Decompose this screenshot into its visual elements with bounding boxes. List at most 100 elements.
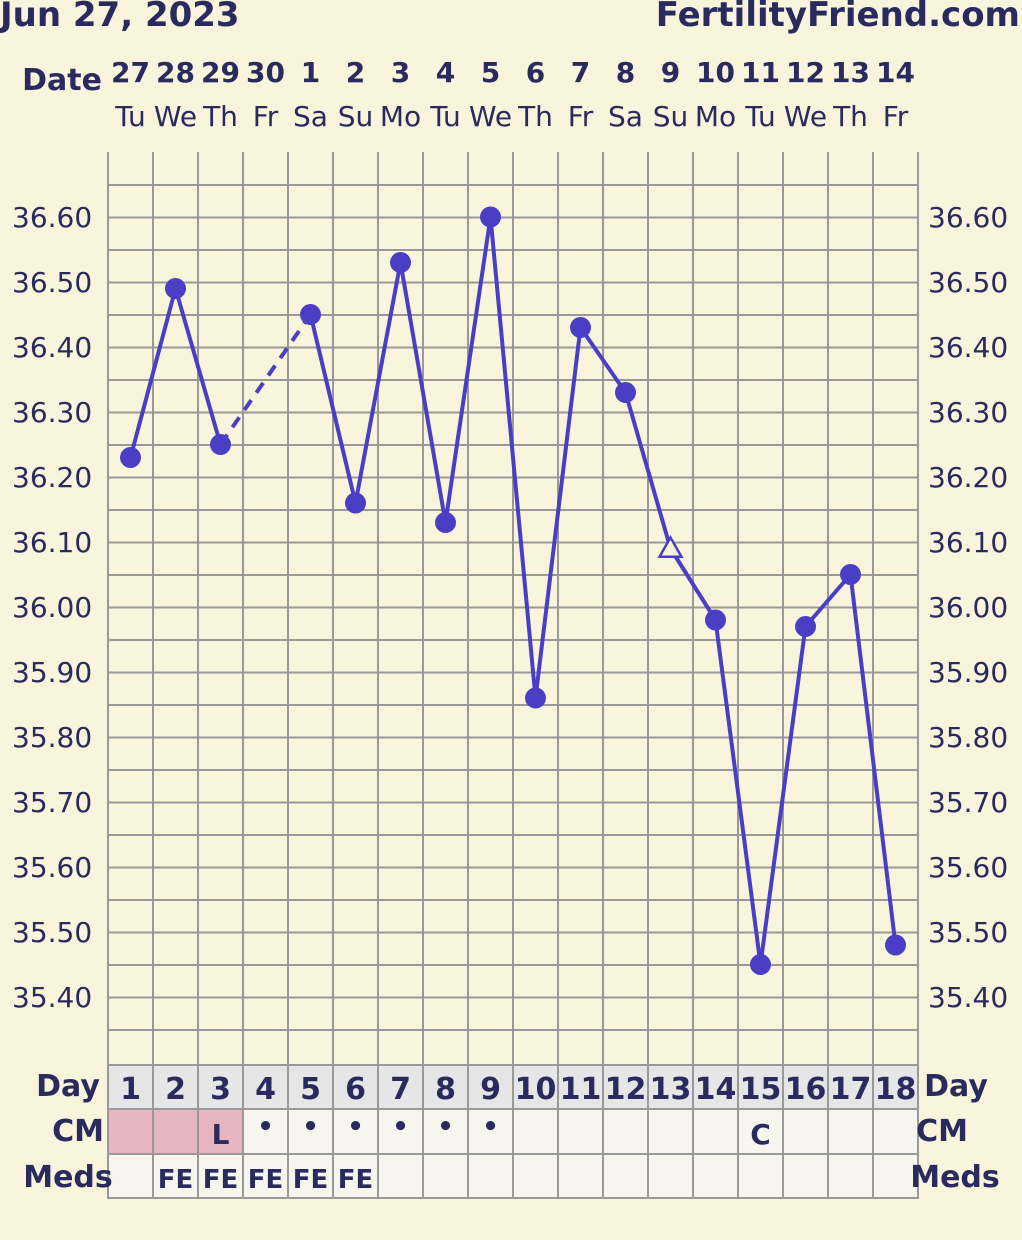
- series-segment: [758, 626, 808, 965]
- cycle-day-label: 2: [165, 1072, 186, 1107]
- cm-value: •: [257, 1112, 274, 1142]
- y-tick-label-right: 36.30: [928, 396, 1008, 429]
- y-tick-label-right: 36.40: [928, 331, 1008, 364]
- cm-row-label-left: CM: [52, 1114, 104, 1149]
- y-tick-label-right: 36.10: [928, 526, 1008, 559]
- data-point: [390, 252, 411, 273]
- meds-value: FE: [293, 1165, 329, 1195]
- cm-cell: [782, 1108, 829, 1155]
- y-tick-label-right: 36.00: [928, 591, 1008, 624]
- weekday-label: Th: [517, 100, 553, 133]
- meds-cell: [557, 1153, 604, 1199]
- weekday-label: Fr: [568, 100, 594, 133]
- cycle-day-label: 12: [605, 1072, 647, 1107]
- cycle-day-label: 5: [300, 1072, 321, 1107]
- date-label: 11: [741, 56, 780, 89]
- data-point: [210, 434, 231, 455]
- weekday-label: Su: [653, 100, 689, 133]
- series-segment: [443, 216, 493, 523]
- date-label: 7: [571, 56, 590, 89]
- cm-value: •: [347, 1112, 364, 1142]
- series-segment: [713, 619, 763, 965]
- chart-date: Jun 27, 2023: [0, 0, 240, 35]
- day-cell: [152, 1064, 199, 1110]
- y-tick-label-left: 36.30: [12, 396, 92, 429]
- meds-value: FE: [158, 1165, 194, 1195]
- cm-cell: [152, 1108, 199, 1155]
- cm-value: •: [437, 1112, 454, 1142]
- series-segment: [218, 313, 313, 446]
- cycle-day-label: 4: [255, 1072, 276, 1107]
- date-row-label: Date: [22, 63, 102, 98]
- meds-cell: [512, 1153, 559, 1199]
- series-segment: [173, 287, 223, 446]
- data-point: [435, 512, 456, 533]
- weekday-label: Tu: [744, 100, 776, 133]
- y-tick-label-left: 35.50: [12, 916, 92, 949]
- cycle-day-label: 15: [740, 1072, 782, 1107]
- cycle-day-label: 9: [480, 1072, 501, 1107]
- weekday-label: We: [784, 100, 827, 133]
- weekday-label: Su: [338, 100, 374, 133]
- weekday-label: Mo: [695, 100, 736, 133]
- date-label: 13: [831, 56, 870, 89]
- y-tick-label-right: 35.90: [928, 656, 1008, 689]
- day-cell: [512, 1064, 559, 1110]
- meds-value: FE: [203, 1165, 239, 1195]
- cycle-day-label: 6: [345, 1072, 366, 1107]
- date-label: 27: [111, 56, 150, 89]
- date-label: 29: [201, 56, 240, 89]
- meds-cell: [647, 1153, 694, 1199]
- cm-value: •: [302, 1112, 319, 1142]
- date-label: 6: [526, 56, 545, 89]
- series-segment: [668, 547, 718, 622]
- date-label: 12: [786, 56, 825, 89]
- weekday-label: Tu: [429, 100, 461, 133]
- cm-row-label-right: CM: [916, 1114, 968, 1149]
- cycle-day-label: 14: [695, 1072, 737, 1107]
- cycle-day-label: 3: [210, 1072, 231, 1107]
- weekday-label: Sa: [608, 100, 643, 133]
- series-segment: [398, 262, 448, 523]
- weekday-label: Fr: [253, 100, 279, 133]
- data-point: [705, 609, 726, 631]
- meds-cell: [377, 1153, 424, 1199]
- meds-cell: [197, 1153, 244, 1199]
- meds-cell: [872, 1153, 919, 1199]
- date-label: 2: [346, 56, 365, 89]
- data-point: [795, 616, 816, 637]
- weekday-label: We: [469, 100, 512, 133]
- data-point: [165, 278, 186, 299]
- cm-cell: [287, 1108, 334, 1155]
- y-tick-label-left: 35.70: [12, 786, 92, 819]
- cm-cell: [827, 1108, 874, 1155]
- y-tick-label-left: 36.40: [12, 331, 92, 364]
- weekday-label: Tu: [114, 100, 146, 133]
- meds-cell: [422, 1153, 469, 1199]
- meds-cell: [827, 1153, 874, 1199]
- cm-cell: [647, 1108, 694, 1155]
- date-label: 8: [616, 56, 635, 89]
- y-tick-label-right: 35.80: [928, 721, 1008, 754]
- y-tick-label-right: 35.40: [928, 981, 1008, 1014]
- weekday-label: Th: [202, 100, 238, 133]
- date-label: 4: [436, 56, 455, 89]
- date-label: 5: [481, 56, 500, 89]
- meds-value: FE: [338, 1165, 374, 1195]
- y-tick-label-left: 35.60: [12, 851, 92, 884]
- weekday-label: We: [154, 100, 197, 133]
- meds-cell: [782, 1153, 829, 1199]
- date-label: 28: [156, 56, 195, 89]
- site-name: FertilityFriend.com: [656, 0, 1020, 35]
- data-point: [480, 206, 501, 228]
- grid: [107, 152, 919, 1065]
- meds-value: FE: [248, 1165, 284, 1195]
- temperature-series: [120, 206, 906, 975]
- series-segment: [128, 287, 178, 459]
- meds-cell: [602, 1153, 649, 1199]
- cm-cell: [692, 1108, 739, 1155]
- y-tick-label-left: 36.60: [12, 201, 92, 234]
- weekday-label: Sa: [293, 100, 328, 133]
